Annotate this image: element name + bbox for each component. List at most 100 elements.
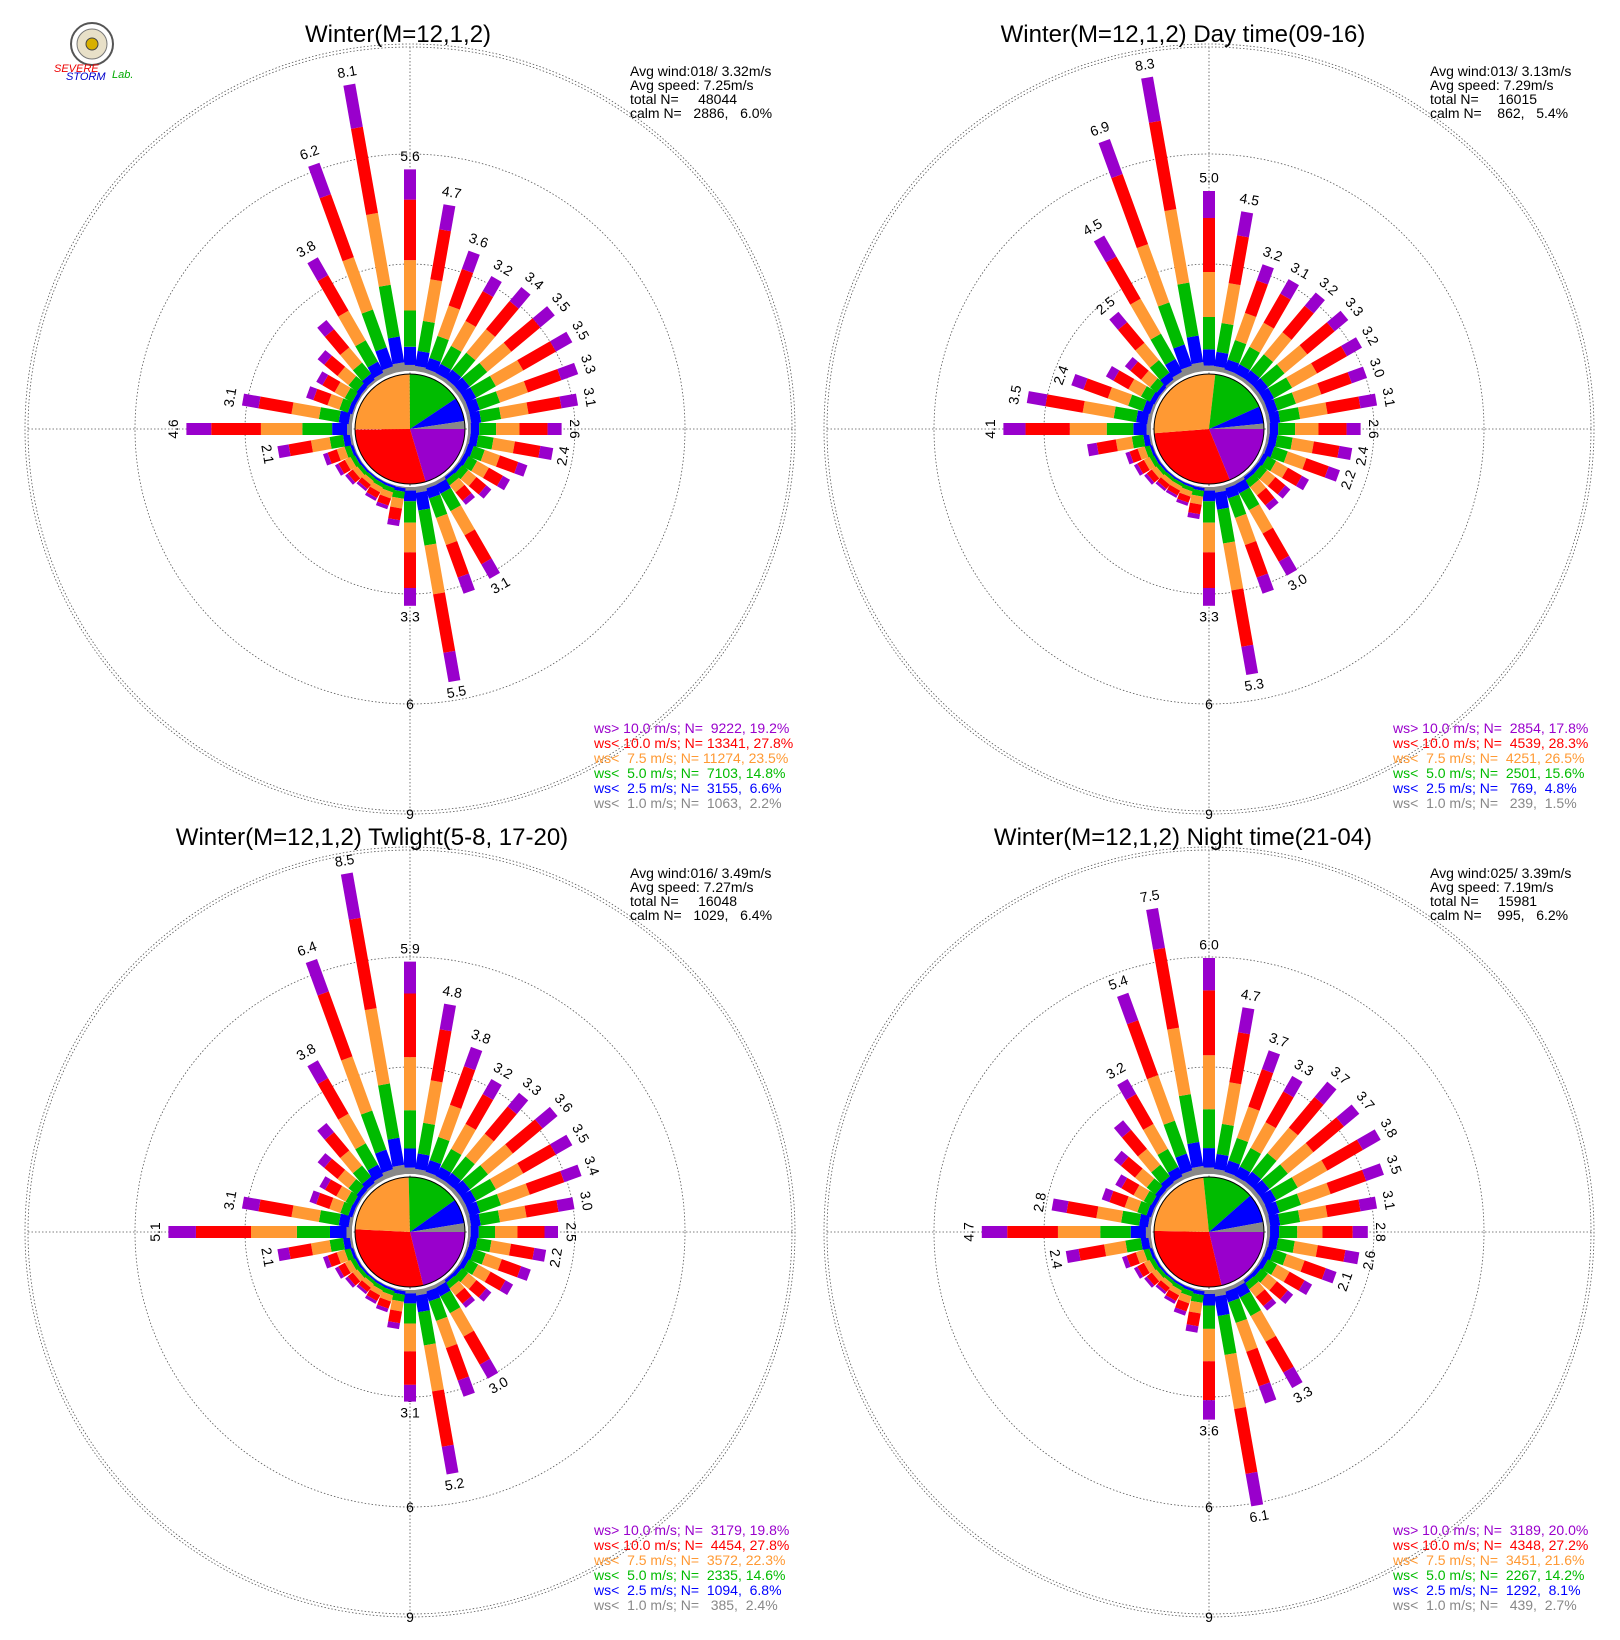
- bar-segment-lt25: [1150, 1194, 1161, 1208]
- range-ring-3: [24, 846, 796, 1618]
- bar-segment-lt25: [1242, 1273, 1254, 1284]
- bar-segment-lt1: [1174, 1279, 1186, 1286]
- bar-segment-lt25: [383, 1285, 396, 1292]
- bar-segment-gt10: [1121, 1255, 1131, 1269]
- bar-segment-lt75: [499, 402, 529, 420]
- bar-segment-gt10: [387, 1321, 400, 1330]
- bar-segment-lt75: [1188, 1300, 1203, 1314]
- direction-bar-200: [375, 1284, 396, 1313]
- bar-segment-lt5: [1250, 354, 1274, 378]
- bar-segment-lt10: [432, 1389, 454, 1447]
- bar-segment-lt10: [317, 275, 349, 317]
- bar-segment-lt25: [1242, 470, 1255, 482]
- bar-segment-lt1: [433, 1279, 446, 1289]
- bar-segment-lt5: [1239, 1147, 1262, 1173]
- bar-segment-lt25: [352, 1195, 362, 1208]
- bar-segment-lt5: [1163, 1274, 1175, 1285]
- bar-segment-lt25: [1173, 344, 1193, 370]
- bar-segment-gt10: [1101, 1188, 1114, 1203]
- bar-segment-lt75: [1124, 1196, 1142, 1213]
- bar-segment-lt25: [435, 1166, 452, 1182]
- bar-segment-lt1: [1160, 1264, 1169, 1275]
- direction-bar-260: 2.1: [258, 433, 354, 465]
- direction-bar-0: 5.9: [400, 940, 420, 1174]
- bar-segment-lt25: [1143, 433, 1152, 447]
- bar-segment-lt5: [318, 407, 341, 423]
- bar-segment-lt25: [329, 1226, 347, 1238]
- direction-bar-160: [1223, 1284, 1277, 1404]
- direction-bar-280: 2.8: [1030, 1191, 1153, 1228]
- bar-segment-gt10: [365, 492, 378, 501]
- direction-bar-120: [457, 452, 510, 491]
- bar-segment-lt25: [374, 1279, 386, 1288]
- bar-segment-gt10: [1263, 1298, 1277, 1311]
- bar-segment-lt1: [1183, 1284, 1195, 1290]
- bar-segment-lt75: [480, 449, 501, 467]
- bar-segment-lt10: [505, 1119, 543, 1154]
- bar-segment-lt5: [1149, 360, 1170, 381]
- bar-segment-lt25: [366, 469, 377, 479]
- bar-total-label: 3.2: [1103, 1059, 1128, 1083]
- bar-segment-lt1: [1241, 378, 1254, 389]
- bar-segment-lt10: [523, 368, 562, 393]
- bar-segment-gt10: [365, 1295, 378, 1304]
- bar-segment-lt5: [429, 1136, 450, 1165]
- bar-segment-lt25: [1182, 482, 1195, 488]
- bar-segment-lt25: [342, 1236, 352, 1250]
- bar-segment-lt5: [462, 1165, 489, 1190]
- bar-segment-gt10: [317, 1123, 335, 1140]
- bar-segment-lt10: [1113, 370, 1135, 390]
- bar-segment-gt10: [1115, 1174, 1128, 1189]
- bar-segment-lt25: [1173, 1279, 1185, 1288]
- direction-bar-30: 3.1: [1232, 259, 1313, 382]
- bar-segment-lt10: [319, 194, 354, 262]
- bar-segment-gt10: [1256, 264, 1274, 285]
- bar-segment-lt25: [1203, 1293, 1215, 1306]
- bar-segment-lt1: [442, 1272, 453, 1282]
- bar-segment-lt10: [1244, 540, 1268, 578]
- logo-text-severe: SEVERE: [54, 63, 99, 75]
- bar-total-label: 3.2: [1261, 243, 1285, 265]
- info-calm: calm N= 862, 5.4%: [1430, 105, 1568, 121]
- direction-bar-280: 3.5: [1005, 384, 1153, 425]
- bar-segment-gt10: [404, 587, 416, 606]
- pie-slice-lt1: [410, 1223, 465, 1232]
- bar-segment-lt5: [1278, 407, 1301, 423]
- bar-segment-lt1: [1151, 443, 1157, 455]
- bar-segment-lt5: [1278, 1210, 1301, 1226]
- direction-bar-120: [1256, 452, 1309, 491]
- bar-segment-lt1: [360, 1189, 370, 1200]
- bar-segment-lt25: [1186, 335, 1204, 365]
- bar-segment-lt5: [340, 1201, 353, 1216]
- bar-segment-lt75: [1168, 1284, 1182, 1296]
- bar-segment-lt10: [366, 1289, 381, 1302]
- direction-bar-310: [317, 1153, 370, 1200]
- bar-segment-gt10: [317, 1153, 332, 1168]
- direction-bar-230: [345, 461, 370, 485]
- bar-segment-gt10: [1337, 445, 1353, 460]
- bar-segment-lt25: [1135, 410, 1150, 425]
- bar-segment-lt5: [318, 1210, 341, 1226]
- bar-segment-lt10: [1282, 305, 1314, 340]
- bar-segment-lt1: [1256, 452, 1264, 465]
- bar-segment-lt5: [1239, 346, 1260, 371]
- direction-bar-340: 5.4: [1106, 971, 1195, 1180]
- bar-segment-lt5: [1131, 434, 1146, 449]
- bar-segment-lt75: [329, 1197, 345, 1213]
- bar-segment-lt10: [525, 1170, 565, 1195]
- bar-segment-lt25: [1203, 349, 1215, 366]
- wind-rose-panel-3: 3695.94.83.83.23.33.63.53.43.02.52.23.05…: [24, 824, 796, 1625]
- bar-segment-lt10: [1146, 469, 1160, 483]
- bar-segment-lt75: [1169, 480, 1183, 491]
- bar-segment-lt75: [364, 1008, 390, 1086]
- bar-segment-lt10: [1066, 1201, 1099, 1219]
- bar-segment-lt5: [1171, 1281, 1184, 1291]
- bar-segment-lt75: [496, 1183, 530, 1206]
- direction-bar-80: 3.0: [466, 1190, 596, 1228]
- bar-segment-gt10: [499, 1280, 514, 1295]
- bar-segment-gt10: [340, 872, 361, 920]
- bar-total-label: 7.5: [1139, 886, 1161, 905]
- bar-segment-lt1: [367, 1272, 378, 1281]
- bar-segment-lt1: [1148, 1236, 1153, 1249]
- bar-segment-lt25: [1203, 1148, 1215, 1168]
